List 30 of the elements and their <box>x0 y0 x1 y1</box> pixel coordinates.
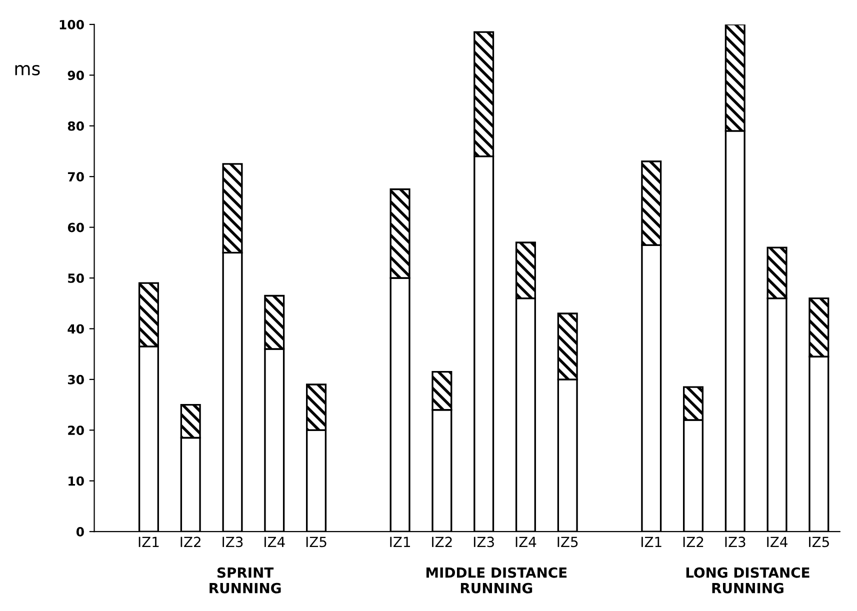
x-tick-label: IZ3 <box>725 536 746 548</box>
x-tick-label: IZ2 <box>432 536 452 547</box>
text: LONG DISTANCE RUNNING <box>686 567 810 594</box>
y-tick-label: 0 <box>76 527 84 536</box>
y-tick-label: 50 <box>68 273 84 283</box>
y-tick-label: 90 <box>68 70 84 80</box>
x-tick-label: IZ1 <box>642 536 662 547</box>
y-axis-title: ms <box>15 65 40 76</box>
x-tick-label: IZ2 <box>180 536 200 547</box>
y-tick-label: 70 <box>68 172 84 182</box>
y-tick-label: 20 <box>68 426 84 436</box>
x-tick-label: IZ5 <box>558 536 578 548</box>
text: MIDDLE DISTANCE RUNNING <box>426 567 567 594</box>
x-tick-label: IZ1 <box>138 536 159 547</box>
x-tick-label: IZ5 <box>809 536 829 548</box>
x-tick-label: IZ5 <box>306 536 326 548</box>
x-tick-label: IZ1 <box>390 536 410 547</box>
x-tick-label: IZ3 <box>222 536 243 548</box>
y-tick-label: 40 <box>68 324 84 334</box>
x-tick-label: IZ3 <box>474 536 494 548</box>
text: SPRINT RUNNING <box>210 567 281 594</box>
y-tick-label: 80 <box>68 121 84 131</box>
x-tick-label: IZ4 <box>767 536 788 547</box>
y-tick-label: 30 <box>68 374 84 384</box>
x-tick-label: IZ4 <box>264 536 285 547</box>
y-tick-label: 10 <box>68 476 84 486</box>
y-tick-label: 100 <box>60 20 84 30</box>
x-tick-label: IZ4 <box>516 536 536 547</box>
y-tick-label: 60 <box>68 222 84 232</box>
x-tick-label: IZ2 <box>683 536 704 547</box>
